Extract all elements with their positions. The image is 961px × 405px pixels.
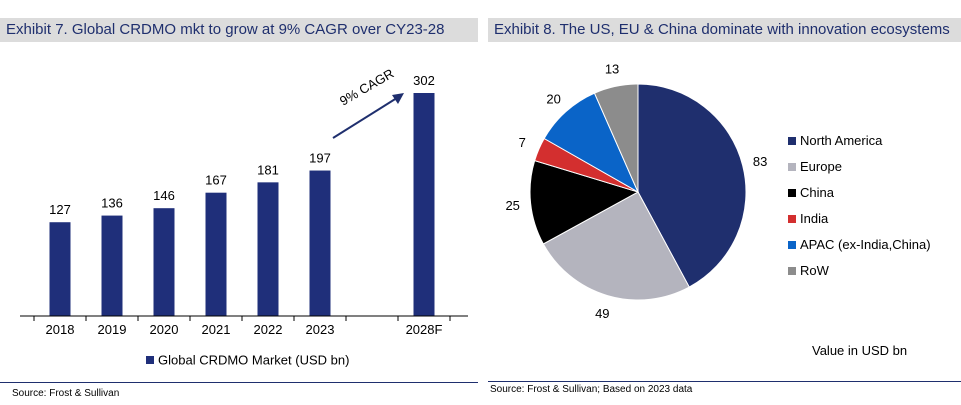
cagr-label: 9% CAGR [337,66,396,109]
exhibit-7-title: Exhibit 7. Global CRDMO mkt to grow at 9… [0,18,478,42]
bar-2022 [257,182,279,316]
bar-2028f [413,93,435,316]
region-pie-chart: 83 49 25 7 20 13 North America Europe China Indi… [505,62,931,358]
x-tick-label-2023: 2023 [306,322,335,337]
pie-chart-legend: North America Europe China India APAC (ex-In… [788,133,931,278]
exhibit-8-bottom-rule [488,381,961,382]
value-unit-note: Value in USD bn [812,343,907,358]
pie-value-label-india: 7 [519,135,526,150]
x-tick-label-2028f: 2028F [406,322,443,337]
x-tick-label-2019: 2019 [98,322,127,337]
bar-value-label-2019: 136 [101,196,123,211]
exhibit-7-bottom-rule [0,382,478,383]
x-tick-label-2020: 2020 [150,322,179,337]
pie-value-label-europe: 49 [595,306,609,321]
bar-chart-legend: Global CRDMO Market (USD bn) [146,353,349,368]
x-tick-label-2022: 2022 [254,322,283,337]
bar-value-label-2022: 181 [257,162,279,177]
pie-slice-row [593,83,639,193]
x-tick-label-2021: 2021 [202,322,231,337]
exhibit-8-title: Exhibit 8. The US, EU & China dominate w… [488,18,961,42]
exhibit-7-panel: Exhibit 7. Global CRDMO mkt to grow at 9… [0,0,478,405]
pie-slice-china [529,159,640,245]
legend-label-europe: Europe [800,159,842,174]
legend-swatch-india [788,215,796,223]
x-tick-label-2018: 2018 [46,322,75,337]
bar-2019 [101,215,123,316]
pie-value-label-china: 25 [505,198,519,213]
cagr-annotation: 9% CAGR [332,66,404,139]
pie-value-label-row: 13 [605,62,619,77]
bar-value-label-2021: 167 [205,173,227,188]
bar-2018 [49,222,71,316]
legend-swatch-china [788,189,796,197]
pie-slice-europe [542,191,690,301]
legend-swatch-row [788,267,796,275]
legend-swatch-europe [788,163,796,171]
legend-swatch-apac-ex-india-china [788,241,796,249]
crdmo-bar-chart: 127 136 146 167 181 197 302 2018 2019 2020 2021 20… [20,66,468,368]
legend-label-china: China [800,185,835,200]
bar-value-label-2028f: 302 [413,73,435,88]
bar-2023 [309,170,331,316]
pie-slice-north-america [637,83,747,288]
legend-label-north-america: North America [800,133,883,148]
bar-value-label-2023: 197 [309,151,331,166]
bar-2020 [153,208,175,316]
exhibit-8-panel: Exhibit 8. The US, EU & China dominate w… [488,0,961,405]
legend-label-row: RoW [800,263,830,278]
cagr-arrowhead-icon [392,93,404,104]
exhibit-8-source: Source: Frost & Sullivan; Based on 2023 … [490,384,693,395]
exhibit-7-source: Source: Frost & Sullivan [12,388,120,399]
legend-swatch-crdmo [146,356,154,364]
bar-2021 [205,192,227,316]
legend-label-crdmo: Global CRDMO Market (USD bn) [158,353,349,368]
bar-value-label-2020: 146 [153,188,175,203]
bar-value-label-2018: 127 [49,202,71,217]
cagr-arrow-icon [332,95,401,139]
pie-value-label-north-america: 83 [753,154,767,169]
pie-value-label-apac-ex-india-china: 20 [546,91,560,106]
legend-label-india: India [800,211,829,226]
legend-label-apac-ex-india-china: APAC (ex-India,China) [800,237,931,252]
legend-swatch-north-america [788,137,796,145]
